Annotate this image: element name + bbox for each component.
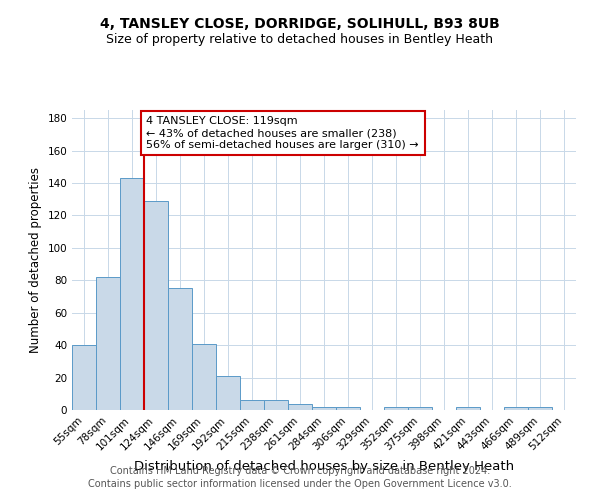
Bar [312,407,336,410]
Text: Contains HM Land Registry data © Crown copyright and database right 2024.: Contains HM Land Registry data © Crown c… [110,466,490,476]
Bar [528,407,552,410]
Bar [72,345,96,410]
Bar [120,178,144,410]
Bar [264,400,288,410]
Y-axis label: Number of detached properties: Number of detached properties [29,167,42,353]
Text: 4 TANSLEY CLOSE: 119sqm
← 43% of detached houses are smaller (238)
56% of semi-d: 4 TANSLEY CLOSE: 119sqm ← 43% of detache… [146,116,419,150]
Bar [144,201,168,410]
Text: Contains public sector information licensed under the Open Government Licence v3: Contains public sector information licen… [88,479,512,489]
Bar [336,407,360,410]
X-axis label: Distribution of detached houses by size in Bentley Heath: Distribution of detached houses by size … [134,460,514,473]
Bar [504,407,528,410]
Bar [456,407,480,410]
Bar [384,407,408,410]
Bar [240,400,264,410]
Bar [408,407,432,410]
Bar [288,404,312,410]
Bar [96,277,120,410]
Text: 4, TANSLEY CLOSE, DORRIDGE, SOLIHULL, B93 8UB: 4, TANSLEY CLOSE, DORRIDGE, SOLIHULL, B9… [100,18,500,32]
Bar [216,376,240,410]
Bar [192,344,216,410]
Bar [168,288,192,410]
Text: Size of property relative to detached houses in Bentley Heath: Size of property relative to detached ho… [107,32,493,46]
